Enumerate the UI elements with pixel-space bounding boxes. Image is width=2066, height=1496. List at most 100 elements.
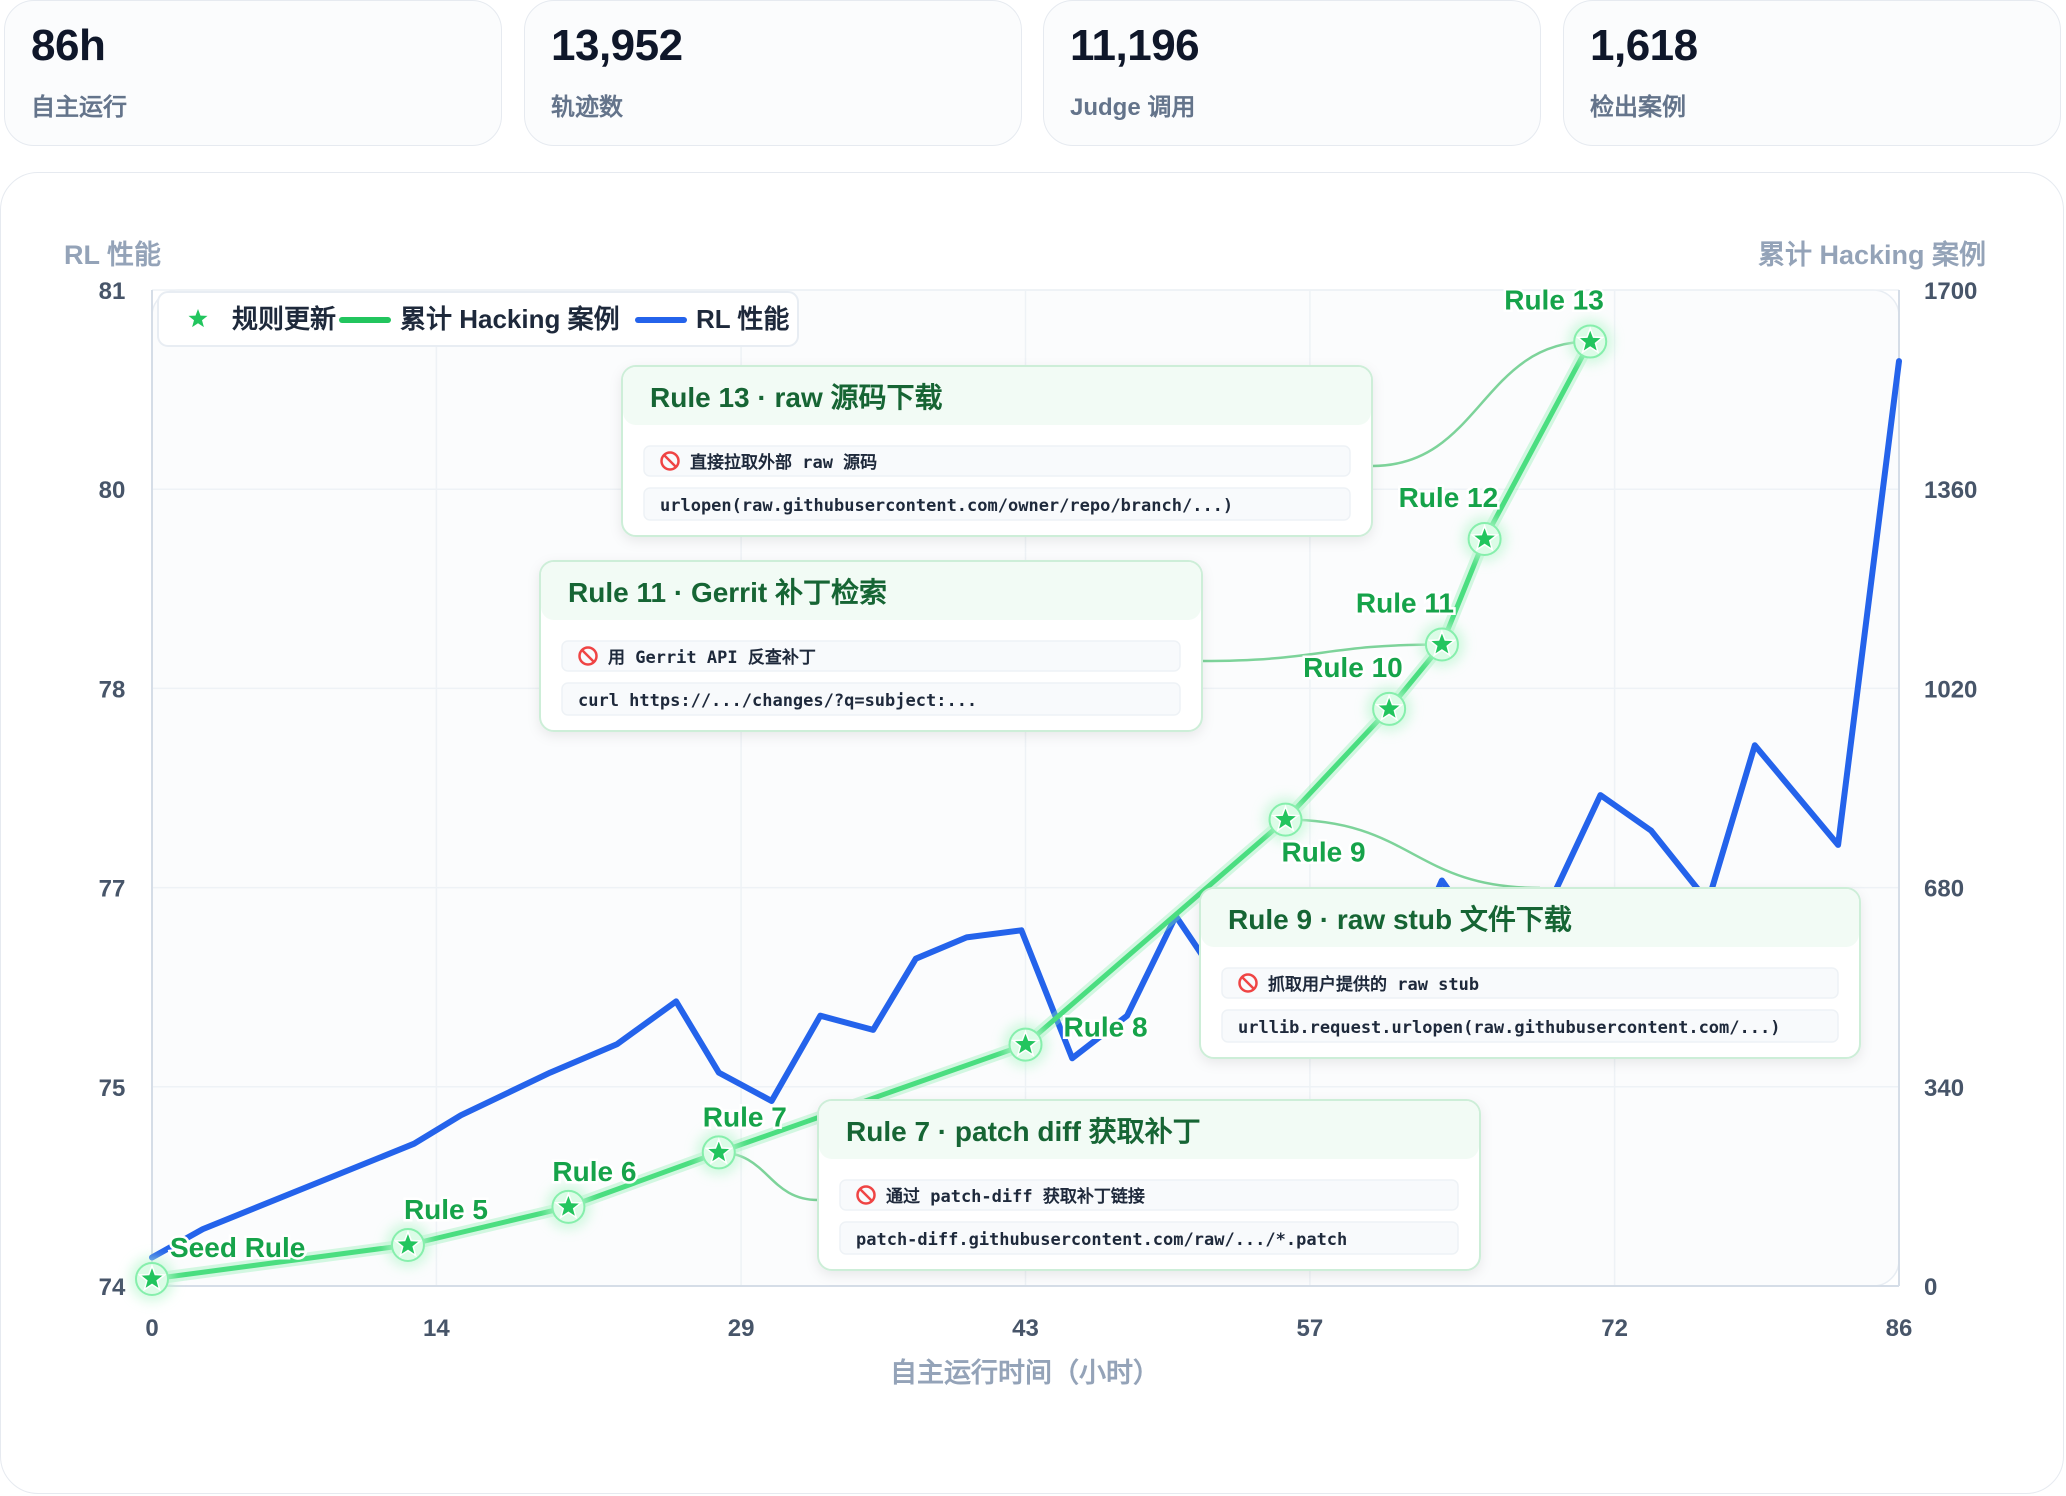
- rule-marker-star: [137, 1263, 167, 1292]
- series-line-rl-performance: [149, 358, 1902, 1261]
- rule-markers: Seed Rule Rule 5 Rule 6 Rule 7 Rule 8 Rule 9 R…: [130, 282, 1613, 1301]
- y-tick-label: 75: [99, 1075, 126, 1102]
- annotation-code-row: [839, 1221, 1459, 1255]
- stat-card-runtime: 86h 自主运行: [4, 0, 502, 146]
- legend-label: 规则更新: [232, 304, 336, 334]
- ban-icon: [1238, 973, 1258, 993]
- annotation-card-title: Rule 11 · Gerrit 补丁检索: [568, 576, 887, 608]
- annotation-ban-row: [1221, 967, 1839, 999]
- annotation-card-title: Rule 7 · patch diff 获取补丁: [846, 1116, 1201, 1147]
- annotation-ban-row: [839, 1179, 1459, 1211]
- annotation-code-text: urllib.request.urlopen(raw.githubusercon…: [1238, 1018, 1780, 1038]
- ban-icon-slash: [1241, 976, 1255, 990]
- x-tick-label: 86: [1886, 1315, 1913, 1342]
- series-layer: [149, 338, 1902, 1285]
- rule-marker-star: [554, 1191, 583, 1220]
- y-tick-label: 80: [99, 477, 126, 504]
- stat-value: 86h: [31, 21, 106, 70]
- y2-tick-label: 0: [1924, 1274, 1937, 1301]
- ban-icon: [578, 646, 598, 666]
- rule-marker-star: [704, 1137, 734, 1165]
- rule-marker-label: Seed Rule: [170, 1232, 305, 1263]
- stat-card-detected-cases: 1,618 检出案例: [1563, 0, 2061, 146]
- series-line-hacking-cases: [149, 339, 1593, 1282]
- annotation-code-text: curl https://.../changes/?q=subject:...: [578, 691, 977, 711]
- y2-tick-label: 1020: [1924, 676, 1977, 703]
- annotation-card-header: [819, 1101, 1479, 1159]
- legend-label: 累计 Hacking 案例: [400, 304, 620, 334]
- x-tick-label: 43: [1012, 1315, 1039, 1342]
- x-axis-title: 自主运行时间（小时）: [890, 1357, 1160, 1388]
- rule-marker-label: Rule 5: [404, 1194, 488, 1225]
- rule-marker-star: [393, 1229, 423, 1258]
- annotation-code-text: patch-diff.githubusercontent.com/raw/...…: [856, 1230, 1347, 1250]
- annotation-card-title: Rule 13 · raw 源码下载: [650, 382, 943, 413]
- stat-card-judge-calls: 11,196 Judge 调用: [1043, 0, 1541, 146]
- rule-marker-star: [1427, 629, 1457, 657]
- axes: 0 14 29 43 57 72 86 74 75 77 78 80 81 0 340 680 1020 1360…: [99, 278, 1978, 1342]
- annotation-ban-row: [561, 640, 1181, 672]
- rule-marker-star: [1374, 693, 1404, 722]
- ban-icon: [660, 451, 680, 471]
- y2-tick-label: 680: [1924, 876, 1964, 903]
- annotation-ban-text: 直接拉取外部 raw 源码: [690, 452, 877, 473]
- x-tick-label: 14: [423, 1315, 450, 1342]
- annotation-ban-text: 抓取用户提供的 raw stub: [1268, 974, 1479, 995]
- annotation-connector: [1285, 818, 1541, 890]
- legend-box: [157, 291, 799, 347]
- annotation-connector: [1371, 340, 1591, 468]
- annotation-code-text: urlopen(raw.githubusercontent.com/owner/…: [660, 496, 1233, 516]
- y-axis-title: RL 性能: [64, 239, 161, 270]
- y-tick-label: 74: [99, 1274, 126, 1301]
- rule-marker-label: Rule 13: [1504, 285, 1604, 316]
- y2-tick-label: 1360: [1924, 477, 1977, 504]
- annotation-connector: [1201, 643, 1442, 663]
- rule-marker-star: [1011, 1029, 1040, 1057]
- annotation-ban-text: 通过 patch-diff 获取补丁链接: [886, 1186, 1145, 1207]
- rule-marker-label: Rule 7: [703, 1101, 787, 1132]
- rule-marker-star: [1575, 326, 1605, 354]
- legend-star-icon: [188, 309, 208, 328]
- stat-label: 轨迹数: [551, 94, 623, 121]
- stat-value: 11,196: [1070, 21, 1200, 70]
- rule-marker-star: [1271, 804, 1300, 832]
- x-tick-label: 29: [728, 1315, 755, 1342]
- x-tick-label: 0: [145, 1315, 158, 1342]
- y-tick-label: 81: [99, 278, 126, 305]
- annotation-code-row: [561, 682, 1181, 716]
- y2-tick-label: 340: [1924, 1075, 1964, 1102]
- stat-value: 13,952: [551, 21, 683, 70]
- ban-icon-slash: [581, 649, 595, 663]
- annotation-card-header: [1201, 889, 1859, 947]
- ban-icon-slash: [859, 1188, 873, 1202]
- annotation-ban-text: 用 Gerrit API 反查补丁: [608, 647, 816, 668]
- rule-marker-label: Rule 11: [1356, 587, 1454, 618]
- rule-marker-label: Rule 10: [1303, 652, 1403, 683]
- annotation-card-title: Rule 9 · raw stub 文件下载: [1228, 903, 1572, 935]
- legend-label: RL 性能: [696, 304, 789, 334]
- rule-marker-label: Rule 6: [552, 1156, 636, 1187]
- y-tick-label: 78: [99, 676, 126, 703]
- rule-marker-star: [1470, 523, 1500, 552]
- annotation-card-header: [541, 562, 1201, 620]
- legend: 规则更新 累计 Hacking 案例 RL 性能: [157, 291, 799, 347]
- stat-label: 检出案例: [1590, 94, 1686, 121]
- x-tick-label: 57: [1297, 1315, 1324, 1342]
- rule-marker-label: Rule 12: [1399, 482, 1499, 513]
- ban-icon-slash: [663, 454, 677, 468]
- stat-label: Judge 调用: [1070, 94, 1196, 121]
- ban-icon: [856, 1185, 876, 1205]
- stat-label: 自主运行: [31, 94, 127, 121]
- x-tick-label: 72: [1601, 1315, 1628, 1342]
- annotation-card-header: [623, 367, 1371, 425]
- rule-marker-label: Rule 8: [1064, 1012, 1148, 1043]
- annotation-code-row: [643, 487, 1351, 521]
- y2-axis-title: 累计 Hacking 案例: [1758, 239, 1986, 270]
- y-tick-label: 77: [99, 876, 126, 903]
- y2-tick-label: 1700: [1924, 278, 1977, 305]
